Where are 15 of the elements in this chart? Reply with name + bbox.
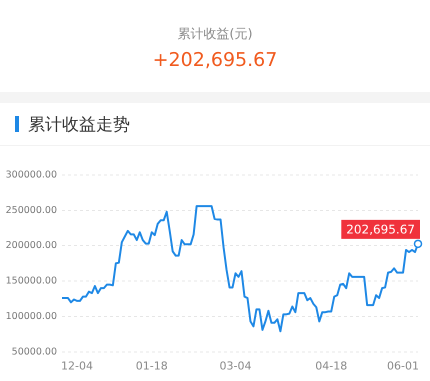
y-tick-label: 250000.00 bbox=[6, 204, 57, 216]
x-tick-label: 03-04 bbox=[220, 359, 252, 372]
y-tick-label: 150000.00 bbox=[6, 276, 57, 287]
y-tick-label: 300000.00 bbox=[6, 169, 57, 180]
y-tick-label: 50000.00 bbox=[12, 346, 57, 358]
x-tick-label: 06-01 bbox=[387, 359, 420, 372]
chart-title: 累计收益走势 bbox=[28, 114, 130, 136]
x-tick-label: 04-18 bbox=[315, 359, 348, 372]
text: 累计收益(元) bbox=[176, 26, 254, 44]
text: +202,695.67 bbox=[152, 48, 278, 73]
annotation: 202,695.67 bbox=[346, 222, 416, 236]
x-tick-label: 12-04 bbox=[60, 359, 93, 372]
x-tick-label: 01-18 bbox=[136, 359, 168, 372]
y-tick-label: 100000.00 bbox=[6, 310, 57, 322]
y-tick-label: 200000.00 bbox=[6, 240, 57, 252]
